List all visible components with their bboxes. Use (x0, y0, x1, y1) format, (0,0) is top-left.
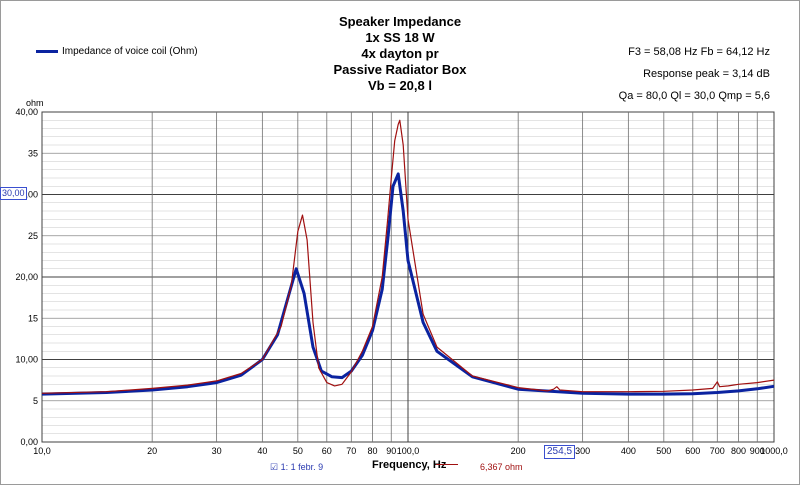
chart-title-line-2: 1x SS 18 W (365, 30, 435, 45)
cursor-value-readout: 6,367 ohm (480, 462, 523, 472)
x-tick-label: 100,0 (397, 446, 420, 456)
x-tick-label: 800 (731, 446, 746, 456)
x-axis-label: Frequency, Hz (372, 459, 447, 471)
x-tick-label: 60 (322, 446, 332, 456)
y-tick-label: 5 (33, 396, 38, 406)
y-axis-unit: ohm (26, 98, 44, 108)
x-tick-label: 900 (750, 446, 765, 456)
y-tick-label: 10,00 (15, 355, 38, 365)
x-tick-label: 700 (710, 446, 725, 456)
legend: Impedance of voice coil (Ohm) (36, 46, 198, 57)
x-tick-label: 90 (386, 446, 396, 456)
x-tick-label: 200 (511, 446, 526, 456)
x-tick-label: 10,0 (33, 446, 51, 456)
x-tick-label: 80 (368, 446, 378, 456)
y-tick-label: 35 (28, 148, 38, 158)
y-tick-label: 30,00 (15, 190, 38, 200)
legend-label: Impedance of voice coil (Ohm) (62, 46, 198, 57)
x-tick-label: 1000,0 (760, 446, 788, 456)
info-response-peak: Response peak = 3,14 dB (643, 68, 770, 80)
chart-title-line-5: Vb = 20,8 l (368, 78, 432, 93)
y-cursor-readout[interactable]: 30,00 (0, 187, 27, 200)
chart-title-line-1: Speaker Impedance (338, 14, 462, 29)
chart-title-line-3: 4x dayton pr (361, 46, 439, 61)
y-tick-label: 40,00 (15, 107, 38, 117)
series-measured-impedance (41, 119, 775, 394)
x-cursor-readout[interactable]: 254,5 (544, 445, 576, 459)
legend-swatch (36, 50, 58, 53)
chart-title-line-4: Passive Radiator Box (333, 62, 467, 77)
x-tick-label: 600 (685, 446, 700, 456)
info-q-values: Qa = 80,0 Ql = 30,0 Qmp = 5,6 (618, 90, 770, 102)
x-tick-label: 20 (147, 446, 157, 456)
x-tick-label: 40 (257, 446, 267, 456)
x-tick-label: 300 (575, 446, 590, 456)
x-tick-label: 500 (656, 446, 671, 456)
y-tick-label: 0,00 (20, 437, 38, 447)
x-tick-label: 400 (621, 446, 636, 456)
x-tick-label: 30 (212, 446, 222, 456)
x-tick-label: 70 (346, 446, 356, 456)
y-tick-label: 15 (28, 313, 38, 323)
y-tick-label: 20,00 (15, 272, 38, 282)
x-tick-label: 50 (293, 446, 303, 456)
curve-selector[interactable]: ☑ 1: 1 febr. 9 (270, 462, 324, 472)
measured-curve-swatch (436, 464, 458, 465)
info-f3-fb: F3 = 58,08 Hz Fb = 64,12 Hz (628, 46, 770, 58)
y-tick-label: 25 (28, 231, 38, 241)
